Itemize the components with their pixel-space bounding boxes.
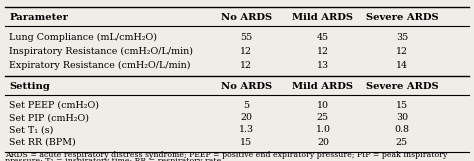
- Text: 12: 12: [240, 61, 252, 70]
- Text: Set RR (BPM): Set RR (BPM): [9, 137, 76, 147]
- Text: No ARDS: No ARDS: [221, 13, 272, 22]
- Text: Expiratory Resistance (cmH₂O/L/min): Expiratory Resistance (cmH₂O/L/min): [9, 61, 191, 70]
- Text: 25: 25: [396, 137, 408, 147]
- Text: 12: 12: [240, 47, 252, 56]
- Text: 14: 14: [396, 61, 408, 70]
- Text: Severe ARDS: Severe ARDS: [365, 13, 438, 22]
- Text: 10: 10: [317, 101, 329, 110]
- Text: Set PIP (cmH₂O): Set PIP (cmH₂O): [9, 113, 90, 122]
- Text: 12: 12: [317, 47, 329, 56]
- Text: 20: 20: [317, 137, 329, 147]
- Text: Setting: Setting: [9, 81, 50, 90]
- Text: 45: 45: [317, 33, 329, 42]
- Text: 12: 12: [396, 47, 408, 56]
- Text: 15: 15: [396, 101, 408, 110]
- Text: Severe ARDS: Severe ARDS: [365, 81, 438, 90]
- Text: Set PEEP (cmH₂O): Set PEEP (cmH₂O): [9, 101, 100, 110]
- Text: 13: 13: [317, 61, 329, 70]
- Text: Mild ARDS: Mild ARDS: [292, 81, 354, 90]
- Text: ARDS = acute respiratory distress syndrome; PEEP = positive end expiratory press: ARDS = acute respiratory distress syndro…: [5, 152, 447, 159]
- Text: Inspiratory Resistance (cmH₂O/L/min): Inspiratory Resistance (cmH₂O/L/min): [9, 47, 193, 56]
- Text: Parameter: Parameter: [9, 13, 68, 22]
- Text: 0.8: 0.8: [394, 125, 410, 134]
- Text: 30: 30: [396, 113, 408, 122]
- Text: Set T₁ (s): Set T₁ (s): [9, 125, 54, 134]
- Text: 35: 35: [396, 33, 408, 42]
- Text: 15: 15: [240, 137, 252, 147]
- Text: 1.3: 1.3: [239, 125, 254, 134]
- Text: 25: 25: [317, 113, 329, 122]
- Text: Mild ARDS: Mild ARDS: [292, 13, 354, 22]
- Text: 1.0: 1.0: [315, 125, 330, 134]
- Text: 20: 20: [240, 113, 252, 122]
- Text: 55: 55: [240, 33, 253, 42]
- Text: Lung Compliance (mL/cmH₂O): Lung Compliance (mL/cmH₂O): [9, 33, 157, 42]
- Text: pressure; T₁ = inspiratory time; RR = respiratory rate.: pressure; T₁ = inspiratory time; RR = re…: [5, 157, 223, 161]
- Text: No ARDS: No ARDS: [221, 81, 272, 90]
- Text: 5: 5: [243, 101, 249, 110]
